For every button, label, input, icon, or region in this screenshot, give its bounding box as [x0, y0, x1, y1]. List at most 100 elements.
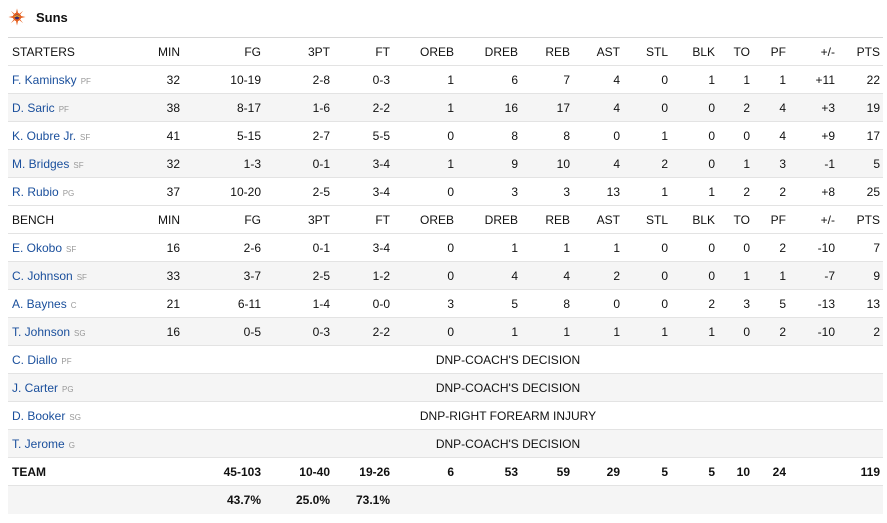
player-link[interactable]: K. Oubre Jr.: [12, 128, 77, 143]
stat-cell: 10-20: [180, 177, 261, 206]
stat-cell: 5-5: [330, 121, 390, 150]
total-cell: 59: [518, 457, 570, 486]
stat-cell: 0: [668, 261, 715, 290]
stat-cell: 16: [133, 317, 180, 346]
stat-cell: 0: [620, 261, 668, 290]
stat-cell: -1: [786, 149, 835, 178]
column-header: +/-: [786, 205, 835, 234]
player-position: PF: [61, 356, 72, 366]
stat-cell: 13: [835, 289, 883, 318]
stat-cell: 8: [518, 289, 570, 318]
stat-cell: 8: [454, 121, 518, 150]
column-header: STL: [620, 205, 668, 234]
player-name-cell: F. Kaminsky PF: [8, 65, 133, 94]
column-header: PTS: [835, 37, 883, 66]
stat-cell: 3: [715, 289, 750, 318]
stat-cell: 2: [750, 317, 786, 346]
stat-cell: 1: [518, 317, 570, 346]
player-position: SF: [80, 132, 91, 142]
player-link[interactable]: A. Baynes: [12, 296, 67, 311]
column-header: FG: [180, 205, 261, 234]
stat-cell: 1: [668, 177, 715, 206]
column-header: PF: [750, 37, 786, 66]
stat-cell: 0: [620, 233, 668, 262]
stat-cell: 1: [390, 65, 454, 94]
column-header: MIN: [133, 205, 180, 234]
stat-cell: 1-2: [330, 261, 390, 290]
column-header: OREB: [390, 205, 454, 234]
player-link[interactable]: R. Rubio: [12, 184, 59, 199]
stat-cell: 9: [454, 149, 518, 178]
player-link[interactable]: D. Booker: [12, 408, 66, 423]
stat-cell: 0: [390, 317, 454, 346]
stat-cell: 16: [133, 233, 180, 262]
stat-cell: -10: [786, 233, 835, 262]
player-link[interactable]: C. Johnson: [12, 268, 73, 283]
player-link[interactable]: C. Diallo: [12, 352, 58, 367]
stat-cell: 2: [570, 261, 620, 290]
stat-cell: 4: [570, 93, 620, 122]
stat-cell: 4: [570, 65, 620, 94]
stat-cell: 1-3: [180, 149, 261, 178]
stat-cell: 2-6: [180, 233, 261, 262]
player-position: PG: [62, 384, 74, 394]
player-link[interactable]: D. Saric: [12, 100, 55, 115]
player-position: C: [70, 300, 77, 310]
stat-cell: 7: [518, 65, 570, 94]
stat-cell: 1: [715, 261, 750, 290]
stat-cell: 2: [620, 149, 668, 178]
stat-cell: 1: [570, 317, 620, 346]
percentage-cell: [750, 485, 786, 514]
percentages-label-cell: [8, 485, 133, 514]
total-cell: [786, 457, 835, 486]
stat-cell: +9: [786, 121, 835, 150]
percentage-cell: [786, 485, 835, 514]
player-link[interactable]: T. Johnson: [12, 324, 71, 339]
player-name-cell: R. Rubio PG: [8, 177, 133, 206]
stat-cell: 4: [518, 261, 570, 290]
stat-cell: 0-3: [330, 65, 390, 94]
stat-cell: 19: [835, 93, 883, 122]
stat-cell: 32: [133, 65, 180, 94]
column-header: BLK: [668, 205, 715, 234]
stat-cell: 4: [454, 261, 518, 290]
stat-cell: 2: [715, 93, 750, 122]
dnp-reason: DNP-COACH'S DECISION: [133, 345, 883, 374]
total-cell: 24: [750, 457, 786, 486]
player-name-cell: K. Oubre Jr. SF: [8, 121, 133, 150]
percentage-cell: [133, 485, 180, 514]
player-link[interactable]: E. Okobo: [12, 240, 63, 255]
stat-cell: 3-4: [330, 149, 390, 178]
stat-cell: 0: [620, 289, 668, 318]
column-header: PTS: [835, 205, 883, 234]
stat-cell: 1: [390, 149, 454, 178]
stat-cell: 2: [668, 289, 715, 318]
column-header: BLK: [668, 37, 715, 66]
stat-cell: 10: [518, 149, 570, 178]
player-link[interactable]: M. Bridges: [12, 156, 70, 171]
dnp-row: J. Carter PG DNP-COACH'S DECISION: [8, 373, 883, 402]
percentage-cell: [518, 485, 570, 514]
player-position: SG: [74, 328, 86, 338]
stat-cell: 0: [715, 121, 750, 150]
player-link[interactable]: T. Jerome: [12, 436, 65, 451]
player-row: D. Saric PF 38 8-17 1-6 2-2 1 16 17 4 0 0 2 4 +3 19: [8, 93, 883, 122]
percentage-cell: [620, 485, 668, 514]
total-cell: 10-40: [261, 457, 330, 486]
total-cell: 29: [570, 457, 620, 486]
player-link[interactable]: J. Carter: [12, 380, 59, 395]
column-header: FG: [180, 37, 261, 66]
team-totals-label: TEAM: [8, 457, 133, 486]
stat-cell: 3: [518, 177, 570, 206]
column-header: 3PT: [261, 205, 330, 234]
stat-cell: 17: [518, 93, 570, 122]
stat-cell: 0: [620, 65, 668, 94]
stat-cell: 0: [390, 177, 454, 206]
team-totals-row: TEAM 45-103 10-40 19-26 6 53 59 29 5 5 10 24 119: [8, 457, 883, 486]
player-link[interactable]: F. Kaminsky: [12, 72, 77, 87]
stat-cell: 13: [570, 177, 620, 206]
stat-cell: 22: [835, 65, 883, 94]
stat-cell: 1: [390, 93, 454, 122]
stat-cell: 0-3: [261, 317, 330, 346]
stat-cell: 1: [620, 121, 668, 150]
